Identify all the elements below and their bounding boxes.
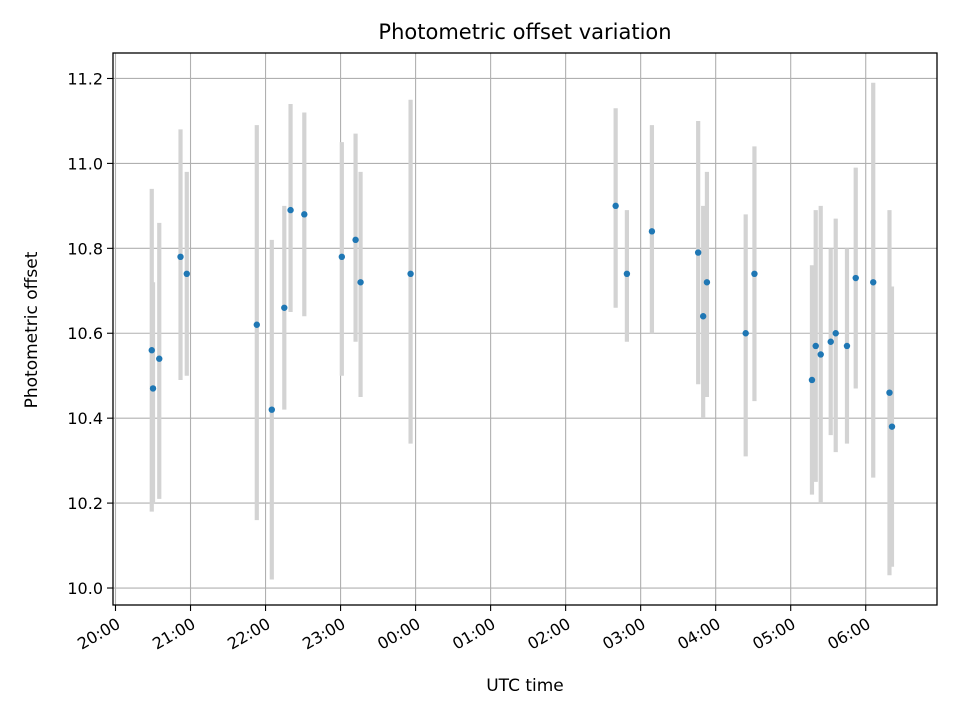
data-point — [827, 338, 834, 345]
y-tick-label: 11.2 — [67, 69, 103, 88]
data-point — [751, 270, 758, 277]
y-axis-ticks: 10.0 10.2 10.4 10.6 10.8 11.0 11.2 — [67, 69, 113, 598]
data-point — [407, 270, 414, 277]
y-tick-label: 10.2 — [67, 494, 103, 513]
data-point — [832, 330, 839, 337]
data-point — [852, 274, 859, 282]
chart-title: Photometric offset variation — [378, 20, 671, 44]
y-tick-label: 10.6 — [67, 324, 103, 343]
data-point — [183, 270, 190, 277]
data-point — [301, 211, 308, 218]
data-point — [287, 206, 294, 214]
data-point — [817, 351, 824, 358]
data-point — [699, 313, 707, 320]
data-point — [888, 423, 896, 430]
data-point — [156, 355, 163, 362]
data-point — [648, 228, 656, 235]
data-point — [253, 321, 260, 328]
data-point — [742, 330, 749, 337]
y-tick-label: 10.8 — [67, 239, 103, 258]
data-point — [808, 376, 816, 384]
data-point — [281, 304, 288, 311]
data-point — [886, 389, 893, 396]
axes-frame — [112, 52, 938, 606]
x-axis-label: UTC time — [486, 676, 564, 696]
data-point — [338, 253, 346, 261]
data-point — [812, 342, 819, 350]
data-point — [149, 385, 157, 392]
grid-lines — [113, 53, 937, 605]
y-tick-label: 10.0 — [67, 579, 103, 598]
y-tick-label: 11.0 — [67, 154, 103, 173]
y-axis-label: Photometric offset — [22, 251, 42, 408]
data-point — [177, 253, 184, 261]
data-point — [623, 270, 631, 277]
data-point — [612, 202, 619, 210]
data-point — [870, 279, 877, 286]
data-point — [352, 236, 359, 244]
data-point — [148, 347, 155, 354]
data-point — [694, 249, 702, 256]
data-point — [703, 279, 711, 286]
data-point — [268, 406, 275, 413]
data-markers — [148, 202, 896, 430]
data-point — [843, 342, 851, 350]
y-tick-label: 10.4 — [67, 409, 103, 428]
data-point — [357, 279, 364, 286]
